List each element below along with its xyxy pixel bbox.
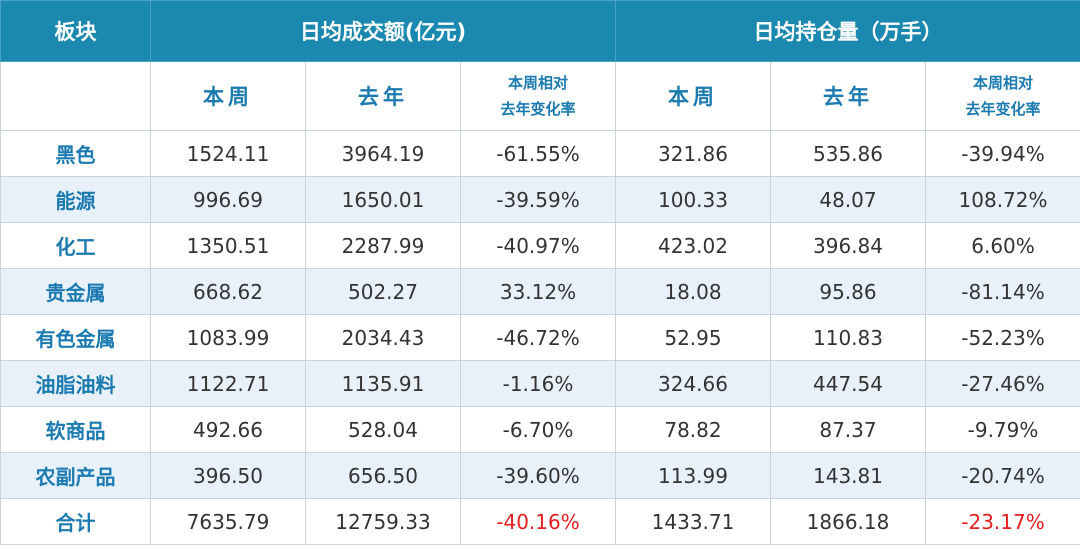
row-position-year: 48.07 [770, 176, 926, 223]
row-position-year: 143.81 [770, 452, 926, 499]
total-turnover-change: -40.16% [460, 498, 616, 545]
row-turnover-change: -61.55% [460, 130, 616, 177]
header-row-top: 板块 日均成交额(亿元) 日均持仓量（万手） [0, 0, 1080, 62]
row-turnover-change: -39.59% [460, 176, 616, 223]
row-position-change: -9.79% [924, 406, 1080, 453]
row-turnover-week: 396.50 [150, 452, 306, 499]
row-position-week: 78.82 [615, 406, 771, 453]
row-turnover-week: 668.62 [150, 268, 306, 315]
row-turnover-week: 996.69 [150, 176, 306, 223]
row-position-change: 108.72% [924, 176, 1080, 223]
row-sector: 黑色 [0, 130, 151, 177]
row-position-year: 110.83 [770, 314, 926, 361]
table-row: 黑色 1524.11 3964.19 -61.55% 321.86 535.86… [0, 130, 1080, 177]
row-turnover-week: 1122.71 [150, 360, 306, 407]
corner-cell [0, 61, 151, 131]
position-change-line1: 本周相对 [973, 74, 1034, 92]
turnover-change-line1: 本周相对 [507, 74, 568, 92]
total-label: 合计 [0, 498, 151, 545]
table-row: 有色金属 1083.99 2034.43 -46.72% 52.95 110.8… [0, 314, 1080, 361]
header-row-sub: 本周 去年 本周相对 去年变化率 本周 去年 本周相对 去年变化率 [0, 61, 1080, 131]
position-this-week-header: 本周 [615, 61, 771, 131]
row-turnover-change: -40.97% [460, 222, 616, 269]
row-turnover-change: 33.12% [460, 268, 616, 315]
row-sector: 软商品 [0, 406, 151, 453]
row-turnover-year: 1135.91 [305, 360, 461, 407]
turnover-change-line2: 去年变化率 [500, 100, 576, 118]
table-row: 农副产品 396.50 656.50 -39.60% 113.99 143.81… [0, 452, 1080, 499]
row-position-change: -27.46% [924, 360, 1080, 407]
row-sector: 油脂油料 [0, 360, 151, 407]
row-position-week: 324.66 [615, 360, 771, 407]
row-turnover-year: 3964.19 [305, 130, 461, 177]
row-turnover-week: 1350.51 [150, 222, 306, 269]
row-position-year: 535.86 [770, 130, 926, 177]
total-row: 合计 7635.79 12759.33 -40.16% 1433.71 1866… [0, 498, 1080, 545]
turnover-group-header: 日均成交额(亿元) [150, 0, 616, 62]
row-position-week: 18.08 [615, 268, 771, 315]
row-sector: 有色金属 [0, 314, 151, 361]
row-sector: 能源 [0, 176, 151, 223]
row-turnover-year: 2287.99 [305, 222, 461, 269]
row-position-change: -81.14% [924, 268, 1080, 315]
turnover-change-header: 本周相对 去年变化率 [460, 61, 616, 131]
row-turnover-change: -1.16% [460, 360, 616, 407]
row-sector: 化工 [0, 222, 151, 269]
row-turnover-week: 1524.11 [150, 130, 306, 177]
position-change-line2: 去年变化率 [965, 100, 1041, 118]
row-turnover-year: 656.50 [305, 452, 461, 499]
table-row: 油脂油料 1122.71 1135.91 -1.16% 324.66 447.5… [0, 360, 1080, 407]
total-turnover-week: 7635.79 [150, 498, 306, 545]
turnover-last-year-header: 去年 [305, 61, 461, 131]
total-position-week: 1433.71 [615, 498, 771, 545]
row-position-year: 95.86 [770, 268, 926, 315]
table-row: 能源 996.69 1650.01 -39.59% 100.33 48.07 1… [0, 176, 1080, 223]
row-position-week: 321.86 [615, 130, 771, 177]
row-turnover-change: -39.60% [460, 452, 616, 499]
row-position-change: -20.74% [924, 452, 1080, 499]
row-turnover-week: 1083.99 [150, 314, 306, 361]
row-turnover-change: -6.70% [460, 406, 616, 453]
sector-header: 板块 [0, 0, 151, 62]
row-position-week: 100.33 [615, 176, 771, 223]
total-position-change: -23.17% [924, 498, 1080, 545]
total-turnover-year: 12759.33 [305, 498, 461, 545]
row-position-week: 52.95 [615, 314, 771, 361]
row-turnover-year: 2034.43 [305, 314, 461, 361]
total-position-year: 1866.18 [770, 498, 926, 545]
table-row: 化工 1350.51 2287.99 -40.97% 423.02 396.84… [0, 222, 1080, 269]
row-turnover-year: 1650.01 [305, 176, 461, 223]
row-position-year: 396.84 [770, 222, 926, 269]
row-position-change: 6.60% [924, 222, 1080, 269]
row-position-year: 87.37 [770, 406, 926, 453]
row-turnover-year: 502.27 [305, 268, 461, 315]
turnover-this-week-header: 本周 [150, 61, 306, 131]
position-group-header: 日均持仓量（万手） [614, 0, 1080, 62]
row-turnover-week: 492.66 [150, 406, 306, 453]
table-row: 贵金属 668.62 502.27 33.12% 18.08 95.86 -81… [0, 268, 1080, 315]
position-change-header: 本周相对 去年变化率 [924, 61, 1080, 131]
row-turnover-change: -46.72% [460, 314, 616, 361]
row-turnover-year: 528.04 [305, 406, 461, 453]
row-position-year: 447.54 [770, 360, 926, 407]
table-row: 软商品 492.66 528.04 -6.70% 78.82 87.37 -9.… [0, 406, 1080, 453]
row-position-week: 113.99 [615, 452, 771, 499]
position-last-year-header: 去年 [770, 61, 926, 131]
row-position-week: 423.02 [615, 222, 771, 269]
row-position-change: -52.23% [924, 314, 1080, 361]
row-sector: 农副产品 [0, 452, 151, 499]
row-position-change: -39.94% [924, 130, 1080, 177]
row-sector: 贵金属 [0, 268, 151, 315]
